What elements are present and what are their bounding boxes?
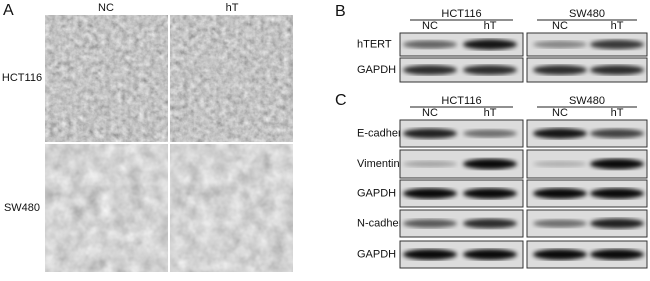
row-label: GAPDH	[357, 187, 396, 199]
group-label: HCT116	[441, 95, 481, 107]
micrograph	[170, 144, 293, 272]
condition-label: NC	[552, 20, 568, 32]
band	[463, 39, 517, 50]
band	[590, 188, 644, 199]
condition-label: hT	[484, 20, 497, 32]
group-label: SW480	[569, 95, 605, 107]
band	[463, 65, 517, 75]
panel-label: C	[335, 92, 347, 109]
row-label: N-cadherin	[357, 217, 411, 229]
band	[403, 65, 457, 75]
condition-label: hT	[611, 107, 624, 119]
band	[533, 40, 587, 49]
row-label: Vimentin	[357, 158, 400, 170]
group-label: SW480	[569, 8, 605, 20]
band	[463, 218, 517, 229]
band	[533, 128, 587, 139]
band	[590, 249, 644, 260]
band	[403, 249, 457, 260]
band	[403, 188, 457, 199]
band	[463, 158, 517, 170]
condition-label: hT	[484, 107, 497, 119]
blot	[399, 32, 524, 57]
group-label: HCT116	[441, 8, 481, 20]
band	[533, 188, 587, 199]
band	[463, 188, 517, 199]
condition-label: NC	[552, 107, 568, 119]
condition-label: hT	[611, 20, 624, 32]
column-label: NC	[98, 2, 114, 14]
band	[590, 218, 644, 229]
micrograph	[170, 15, 293, 142]
band	[403, 160, 457, 168]
band	[590, 128, 644, 139]
row-label: HCT116	[2, 72, 42, 84]
band	[463, 129, 517, 138]
row-label: GAPDH	[357, 64, 396, 76]
band	[403, 128, 457, 139]
column-label: hT	[226, 2, 239, 14]
micrograph	[45, 15, 168, 142]
band	[403, 40, 457, 49]
panel-label: A	[3, 2, 14, 19]
band	[590, 158, 644, 170]
band	[533, 160, 587, 168]
condition-label: NC	[422, 20, 438, 32]
row-label: hTERT	[357, 38, 392, 50]
row-label: GAPDH	[357, 248, 396, 260]
condition-label: NC	[422, 107, 438, 119]
panel-label: B	[335, 3, 346, 20]
band	[533, 65, 587, 75]
band	[590, 65, 644, 75]
row-label: E-cadherin	[357, 127, 410, 139]
band	[533, 219, 587, 228]
row-label: SW480	[4, 202, 40, 214]
micrograph	[45, 144, 168, 272]
band	[533, 249, 587, 260]
band	[590, 39, 644, 50]
band	[463, 249, 517, 260]
band	[403, 219, 457, 228]
